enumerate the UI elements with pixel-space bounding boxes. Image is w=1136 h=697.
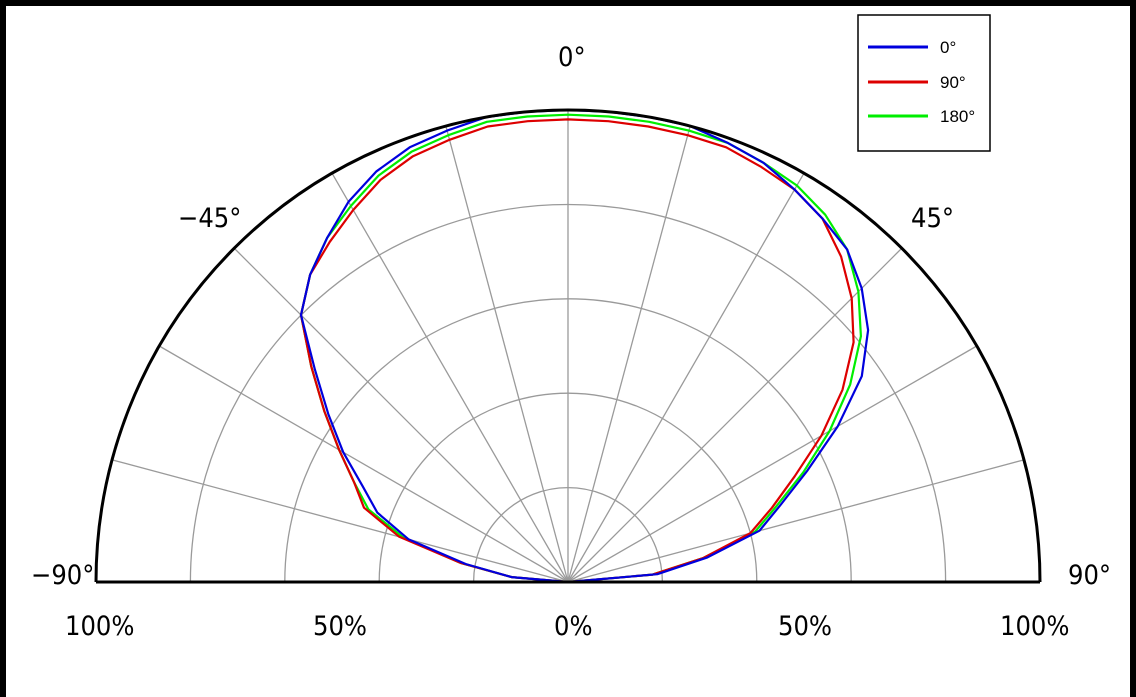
axes [94,108,1042,584]
legend-label-180deg: 180° [940,107,975,126]
grid-spoke-30 [567,172,805,583]
angle-tick-label-45: 45° [911,203,954,234]
grid-spoke-minus15 [445,125,569,583]
radius-tick-label-left-50: 50% [313,611,367,642]
legend-label-90deg: 90° [940,73,966,92]
angle-tick-label-minus45: −45° [178,203,241,234]
angle-tick-label-0: 0° [558,42,586,73]
series-line-90deg [299,118,855,584]
angle-tick-label-90: 90° [1068,560,1111,591]
radius-tick-label-0: 0% [554,611,593,642]
outer-arc [94,108,1042,583]
grid-spoke-75 [567,459,1025,583]
radius-tick-label-right-100: 100% [1000,611,1069,642]
series-lines [299,108,870,584]
angle-tick-label-minus90: −90° [31,560,94,591]
radius-tick-label-right-50: 50% [778,611,832,642]
grid-spoke-minus45 [233,247,569,583]
grid-spoke-60 [567,345,978,583]
grid-spoke-minus60 [158,345,569,583]
grid [111,110,1025,583]
series-line-0deg [299,108,870,584]
legend-label-0deg: 0° [940,38,956,57]
grid-spoke-45 [567,247,903,583]
series-line-180deg [299,113,862,584]
legend: 0° 90° 180° [857,14,991,152]
grid-spoke-minus75 [111,459,569,583]
grid-spoke-15 [567,125,691,583]
grid-spoke-minus30 [331,172,569,583]
radius-tick-label-left-100: 100% [65,611,134,642]
